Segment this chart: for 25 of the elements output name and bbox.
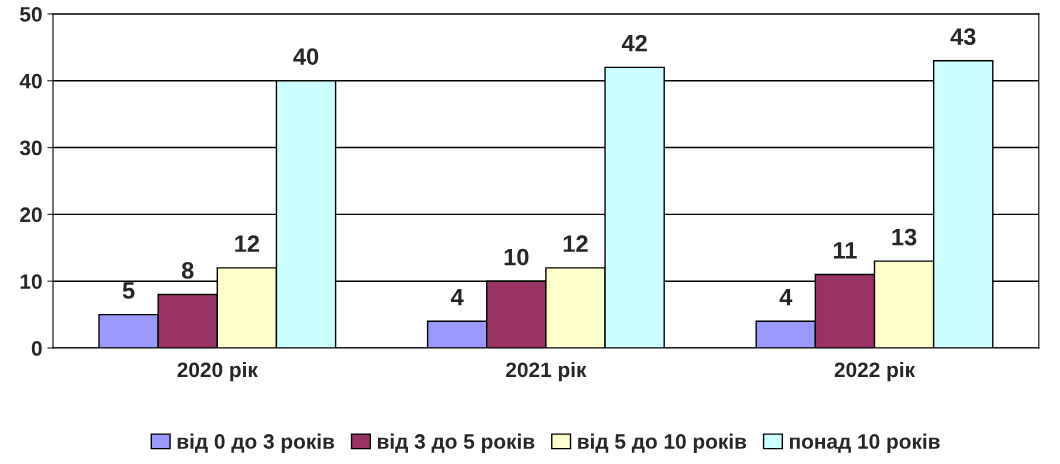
x-tick-label: 2021 рік [506,361,587,382]
data-label: 4 [450,289,464,306]
data-label: 10 [504,248,529,266]
data-label: 43 [950,28,976,45]
y-tick-label: 10 [20,274,42,289]
legend-label: від 3 до 5 років [377,433,535,453]
data-label: 40 [293,48,319,65]
legend-label: від 5 до 10 років [578,433,747,453]
data-label: 12 [563,235,588,252]
y-tick-label: 0 [31,341,42,356]
y-tick-label: 30 [19,140,42,156]
legend-label: понад 10 років [790,433,940,453]
y-tick-label: 50 [20,6,42,22]
data-label: 4 [779,289,793,306]
x-tick-label: 2020 рік [177,361,258,382]
x-tick-label: 2022 рік [834,361,916,382]
data-label: 5 [122,282,135,299]
y-tick-label: 40 [19,73,42,89]
legend-label: від 0 до 3 років [177,433,335,453]
data-label: 42 [621,34,647,52]
y-tick-label: 20 [20,207,42,223]
data-label: 13 [892,228,917,246]
data-label: 11 [833,242,857,259]
data-label: 12 [235,235,260,252]
data-label: 8 [181,262,194,279]
